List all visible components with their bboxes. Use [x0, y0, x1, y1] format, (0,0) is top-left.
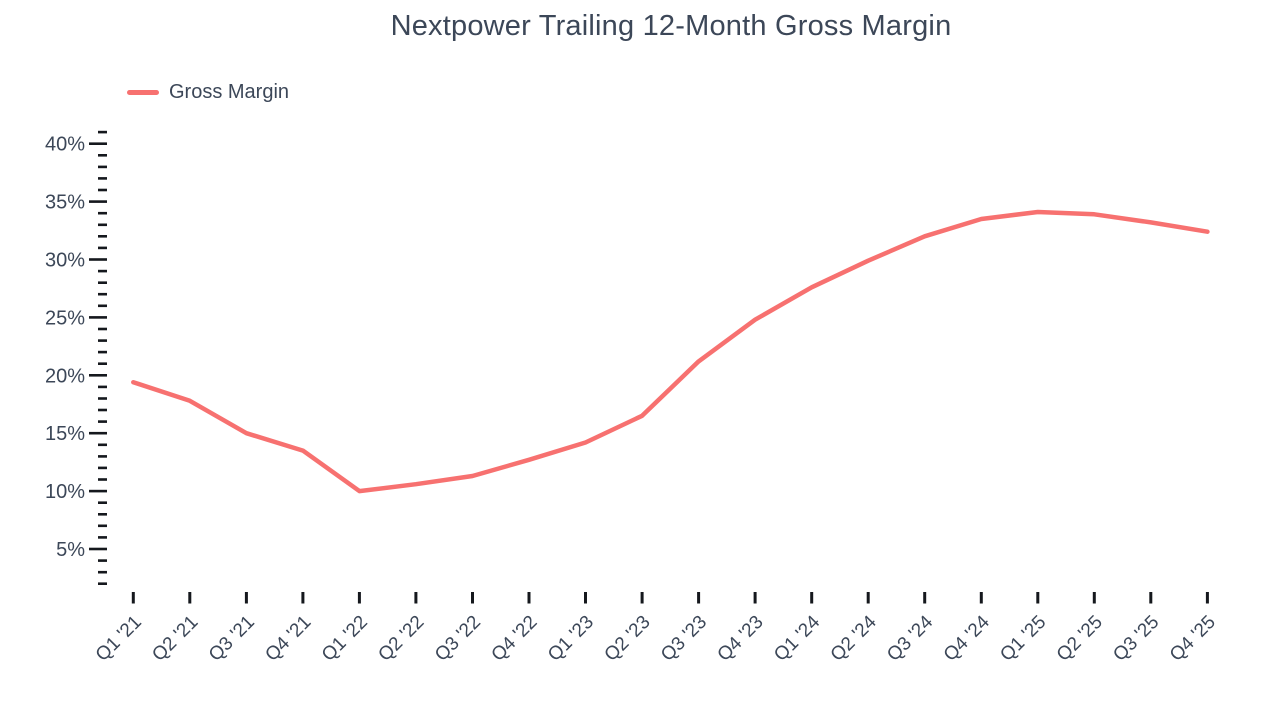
x-axis-tick	[414, 592, 418, 604]
y-axis-minor-tick	[98, 420, 107, 423]
x-axis-label: Q1 '22	[318, 612, 372, 666]
x-axis-tick	[753, 592, 757, 604]
x-axis-tick	[640, 592, 644, 604]
x-axis-label: Q3 '21	[205, 612, 259, 666]
y-axis-minor-tick	[98, 165, 107, 169]
x-axis-tick	[697, 592, 701, 604]
y-axis-minor-tick	[98, 524, 107, 528]
y-axis-minor-tick	[98, 292, 107, 296]
y-axis-major-tick	[89, 489, 107, 493]
x-axis-tick	[188, 592, 192, 604]
legend-line-swatch	[127, 90, 159, 95]
x-axis-label: Q4 '21	[261, 612, 315, 666]
x-axis-tick	[866, 592, 870, 604]
x-axis-tick	[301, 592, 305, 604]
y-axis-minor-tick	[98, 513, 107, 516]
x-axis-label: Q3 '25	[1109, 612, 1163, 666]
y-axis-minor-tick	[98, 478, 107, 481]
y-axis-minor-tick	[98, 177, 107, 180]
x-axis-tick	[357, 592, 361, 604]
y-axis-minor-tick	[98, 130, 107, 134]
y-axis-label: 40%	[45, 134, 85, 156]
y-axis-minor-tick	[98, 350, 107, 354]
x-axis-label: Q2 '22	[374, 612, 428, 666]
y-axis-label: 10%	[45, 481, 85, 503]
x-axis-label: Q1 '21	[92, 612, 146, 666]
y-axis-minor-tick	[98, 235, 107, 238]
y-axis-minor-tick	[98, 339, 107, 342]
x-axis-tick	[979, 592, 983, 604]
y-axis-minor-tick	[98, 570, 107, 574]
y-axis-major-tick	[89, 374, 107, 377]
y-axis-minor-tick	[98, 536, 107, 539]
y-axis-minor-tick	[98, 501, 107, 504]
y-axis-major-tick	[89, 316, 107, 319]
y-axis-label: 20%	[45, 365, 85, 387]
x-axis-label: Q2 '24	[827, 611, 881, 665]
x-axis-tick	[584, 592, 587, 604]
y-axis-minor-tick	[98, 443, 107, 447]
x-axis-label: Q2 '23	[601, 612, 655, 666]
x-axis-tick	[1205, 592, 1209, 604]
x-axis-label: Q2 '25	[1053, 612, 1107, 666]
x-axis-label: Q1 '24	[770, 611, 824, 665]
x-axis-tick	[923, 592, 927, 604]
x-axis-tick	[527, 592, 531, 604]
y-axis-minor-tick	[98, 211, 107, 215]
y-axis-minor-tick	[98, 455, 107, 458]
x-axis-label: Q3 '23	[657, 612, 711, 666]
y-axis-label: 25%	[45, 307, 85, 329]
y-axis-minor-tick	[98, 385, 107, 389]
x-axis-label: Q4 '25	[1166, 612, 1220, 666]
y-axis-minor-tick	[98, 582, 107, 585]
x-axis-label: Q4 '24	[940, 611, 994, 665]
y-axis-minor-tick	[98, 397, 107, 400]
x-axis-tick	[1092, 592, 1096, 604]
chart-title: Nextpower Trailing 12-Month Gross Margin	[390, 10, 952, 42]
y-axis-minor-tick	[98, 223, 107, 227]
y-axis-minor-tick	[98, 188, 107, 192]
y-axis-major-tick	[89, 547, 107, 551]
y-axis-minor-tick	[98, 246, 107, 250]
y-axis-minor-tick	[98, 559, 107, 562]
x-axis-tick	[1036, 592, 1040, 604]
x-axis-tick	[244, 592, 248, 604]
y-axis-label: 5%	[56, 539, 85, 561]
y-axis-major-tick	[89, 142, 107, 145]
y-axis-minor-tick	[98, 269, 107, 273]
y-axis-minor-tick	[98, 466, 107, 470]
x-axis-label: Q1 '23	[544, 612, 598, 666]
x-axis-tick	[810, 592, 814, 604]
y-axis-major-tick	[89, 200, 107, 203]
x-axis-label: Q2 '21	[148, 612, 202, 666]
x-axis-label: Q4 '22	[488, 612, 542, 666]
gross-margin-line	[131, 209, 1210, 494]
y-axis-label: 30%	[45, 250, 85, 272]
y-axis-major-tick	[89, 258, 107, 261]
x-axis-label: Q1 '25	[996, 612, 1050, 666]
x-axis-label: Q3 '22	[431, 612, 485, 666]
x-axis-tick	[131, 592, 135, 604]
y-axis-label: 35%	[45, 192, 85, 214]
y-axis-label: 15%	[45, 423, 85, 445]
y-axis-minor-tick	[98, 327, 107, 331]
x-axis-tick	[471, 592, 474, 604]
x-axis-tick	[1149, 592, 1153, 604]
y-axis-minor-tick	[98, 154, 107, 157]
y-axis-major-tick	[89, 431, 107, 435]
y-axis-minor-tick	[98, 281, 107, 284]
x-axis-label: Q4 '23	[714, 612, 768, 666]
y-axis-minor-tick	[98, 304, 107, 308]
legend: Gross Margin	[127, 81, 289, 104]
y-axis-minor-tick	[98, 362, 107, 365]
legend-label: Gross Margin	[169, 81, 290, 103]
y-axis-minor-tick	[98, 408, 107, 412]
x-axis-label: Q3 '24	[883, 611, 937, 665]
